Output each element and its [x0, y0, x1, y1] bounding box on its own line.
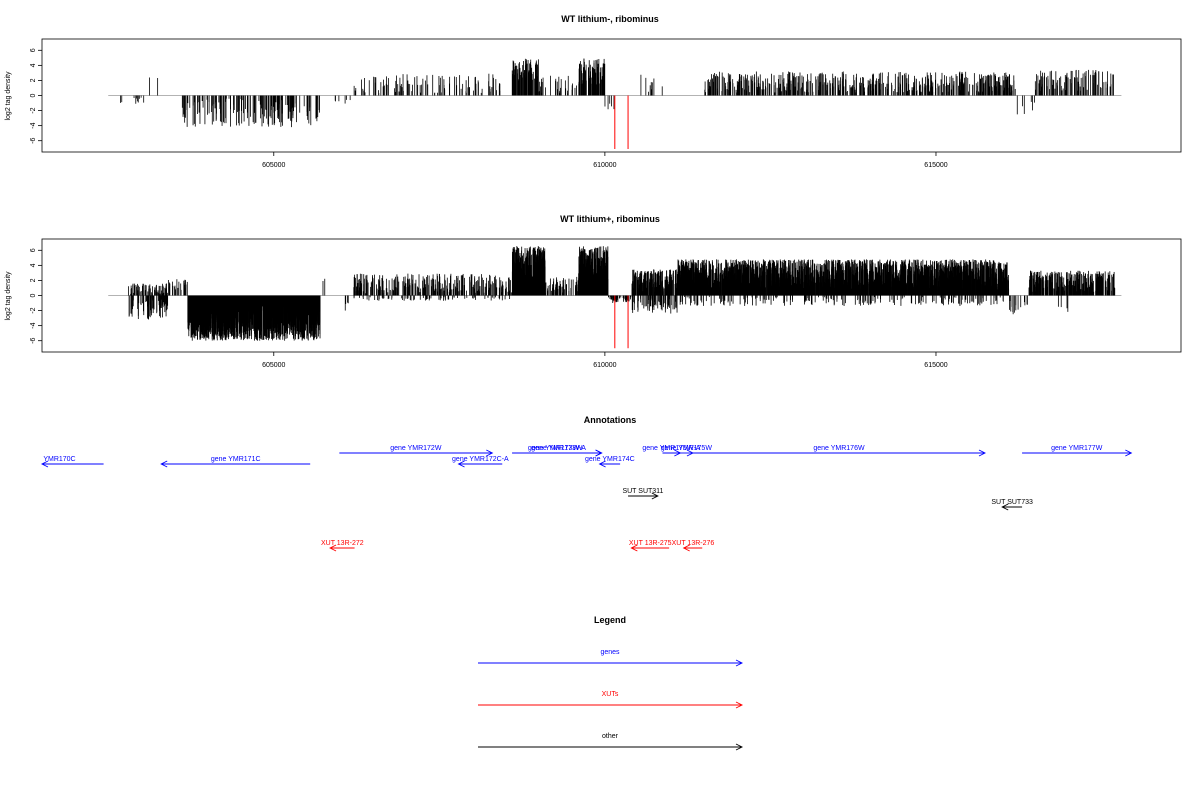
x-axis-ticks: 605000 610000 615000 — [262, 152, 948, 169]
y-axis-label: log2 tag density — [5, 271, 12, 321]
y-tick-label: 0 — [30, 93, 37, 97]
y-tick-label: -4 — [30, 122, 37, 128]
y-tick-label: -2 — [30, 107, 37, 113]
y-axis-ticks: -6 -4 -2 0 2 4 6 — [30, 48, 42, 144]
bar-marks — [108, 58, 1122, 149]
panel-title: WT lithium+, ribominus — [560, 214, 660, 224]
y-tick-label: 4 — [30, 63, 37, 67]
x-tick-label: 610000 — [593, 162, 616, 169]
bar-marks — [108, 246, 1122, 349]
y-tick-label: 2 — [30, 78, 37, 82]
density-panel-lithium-minus: WT lithium-, ribominus log2 tag density … — [5, 14, 1182, 169]
x-tick-label: 605000 — [262, 162, 285, 169]
y-tick-label: -6 — [30, 137, 37, 143]
y-tick-label: 6 — [30, 48, 37, 52]
y-axis-label: log2 tag density — [5, 71, 12, 121]
panel-title: WT lithium-, ribominus — [561, 14, 659, 24]
density-panel-lithium-plus: WT lithium+, ribominus log2 tag density … — [5, 214, 1182, 369]
x-tick-label: 615000 — [924, 162, 947, 169]
